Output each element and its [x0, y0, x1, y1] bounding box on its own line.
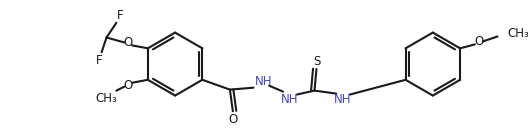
Text: CH₃: CH₃ — [96, 92, 117, 105]
Text: NH: NH — [254, 75, 272, 88]
Text: S: S — [313, 55, 320, 68]
Text: O: O — [474, 35, 483, 48]
Text: O: O — [228, 113, 237, 126]
Text: NH: NH — [335, 93, 352, 106]
Text: F: F — [96, 54, 103, 67]
Text: CH₃: CH₃ — [507, 27, 529, 40]
Text: O: O — [124, 79, 133, 92]
Text: F: F — [117, 9, 124, 22]
Text: O: O — [124, 36, 133, 49]
Text: NH: NH — [281, 93, 298, 106]
